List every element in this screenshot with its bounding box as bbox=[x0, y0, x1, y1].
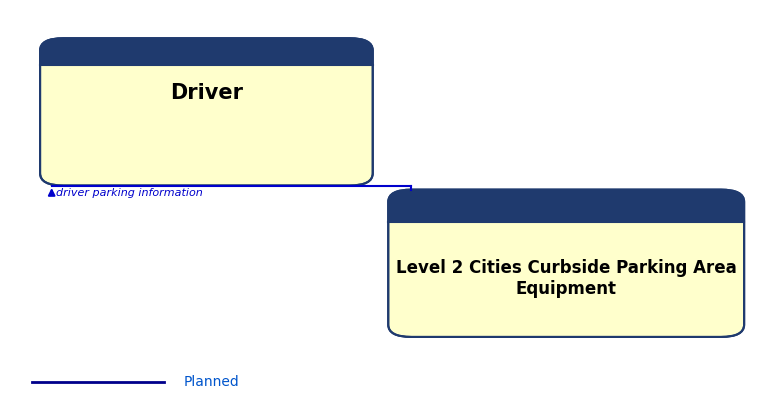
FancyBboxPatch shape bbox=[388, 190, 744, 337]
Text: Planned: Planned bbox=[183, 375, 239, 389]
Bar bbox=[40, 52, 373, 65]
Text: Driver: Driver bbox=[170, 83, 243, 103]
Text: driver parking information: driver parking information bbox=[56, 187, 202, 198]
FancyBboxPatch shape bbox=[40, 38, 373, 185]
FancyBboxPatch shape bbox=[388, 190, 744, 222]
Text: Level 2 Cities Curbside Parking Area
Equipment: Level 2 Cities Curbside Parking Area Equ… bbox=[396, 259, 737, 298]
Bar bbox=[388, 206, 744, 222]
FancyBboxPatch shape bbox=[40, 38, 373, 65]
